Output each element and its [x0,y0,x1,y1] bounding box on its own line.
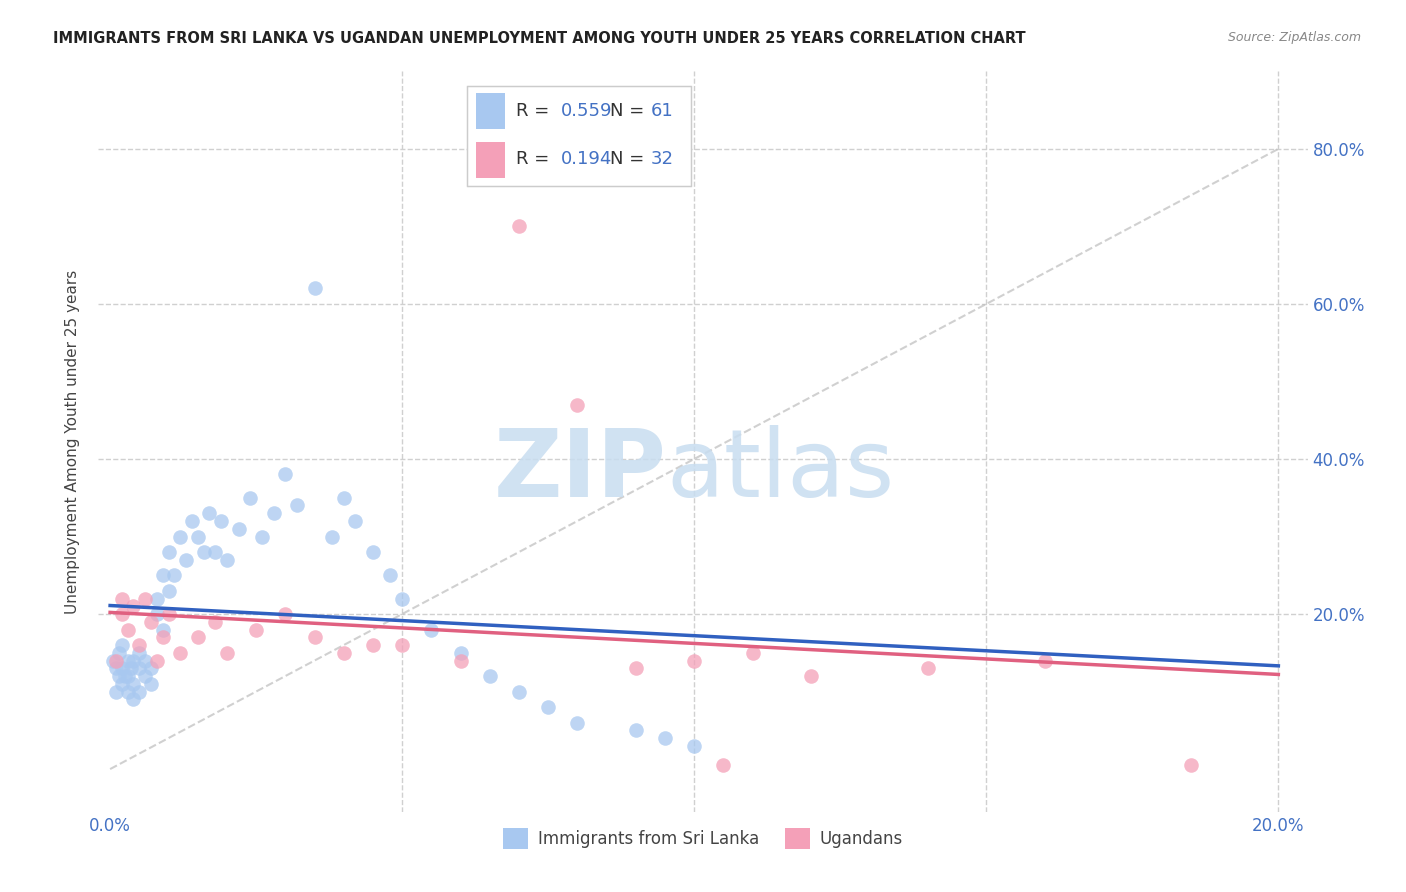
Legend: Immigrants from Sri Lanka, Ugandans: Immigrants from Sri Lanka, Ugandans [496,822,910,855]
Point [169,529,191,543]
Point [193,545,215,559]
Point [917,661,939,675]
Point [215,553,238,567]
Point [274,607,297,621]
Point [332,491,354,505]
Point [654,731,676,745]
Point [111,638,134,652]
Point [122,677,145,691]
Point [274,467,297,482]
Point [713,758,735,772]
Point [157,583,180,598]
Point [198,506,221,520]
Point [344,514,367,528]
Point [304,281,326,295]
Point [567,715,589,730]
Point [391,591,413,606]
Point [104,684,127,698]
Point [450,654,472,668]
Point [741,646,763,660]
Point [146,607,169,621]
Point [117,669,139,683]
Point [1033,654,1056,668]
Point [146,654,169,668]
Point [537,700,560,714]
Point [146,591,169,606]
Point [152,630,174,644]
Point [683,654,706,668]
Point [139,677,162,691]
Point [104,661,127,675]
Point [263,506,285,520]
Point [128,661,150,675]
Text: ZIP: ZIP [494,425,666,517]
Point [450,646,472,660]
Point [478,669,501,683]
Point [152,623,174,637]
Point [391,638,413,652]
Point [228,522,250,536]
Point [108,646,131,660]
Text: IMMIGRANTS FROM SRI LANKA VS UGANDAN UNEMPLOYMENT AMONG YOUTH UNDER 25 YEARS COR: IMMIGRANTS FROM SRI LANKA VS UGANDAN UNE… [53,31,1026,46]
Point [380,568,402,582]
Point [163,568,186,582]
Point [111,591,134,606]
Point [128,646,150,660]
Point [122,692,145,706]
Point [134,654,156,668]
Point [800,669,823,683]
Point [117,654,139,668]
Point [111,607,134,621]
Point [624,661,647,675]
Point [128,638,150,652]
Point [169,646,191,660]
Point [332,646,354,660]
Point [1180,758,1202,772]
Point [508,684,530,698]
Point [250,529,273,543]
Point [209,514,232,528]
Point [285,499,308,513]
Point [683,739,706,753]
Point [304,630,326,644]
Point [361,545,384,559]
Point [187,630,209,644]
Point [180,514,202,528]
Point [117,623,139,637]
Point [104,654,127,668]
Point [139,615,162,629]
Point [245,623,267,637]
Point [111,661,134,675]
Point [204,545,226,559]
Point [128,684,150,698]
Point [567,398,589,412]
Text: atlas: atlas [666,425,896,517]
Point [624,723,647,738]
Point [321,529,343,543]
Point [134,591,156,606]
Point [101,654,124,668]
Point [239,491,262,505]
Point [139,661,162,675]
Point [204,615,226,629]
Point [117,684,139,698]
Point [152,568,174,582]
Point [108,669,131,683]
Point [114,669,136,683]
Point [508,219,530,234]
Point [420,623,443,637]
Point [120,661,142,675]
Text: Source: ZipAtlas.com: Source: ZipAtlas.com [1227,31,1361,45]
Y-axis label: Unemployment Among Youth under 25 years: Unemployment Among Youth under 25 years [65,269,80,614]
Point [157,607,180,621]
Point [122,599,145,614]
Point [187,529,209,543]
Point [157,545,180,559]
Point [134,669,156,683]
Point [215,646,238,660]
Point [122,654,145,668]
Point [361,638,384,652]
Point [174,553,197,567]
Point [111,677,134,691]
